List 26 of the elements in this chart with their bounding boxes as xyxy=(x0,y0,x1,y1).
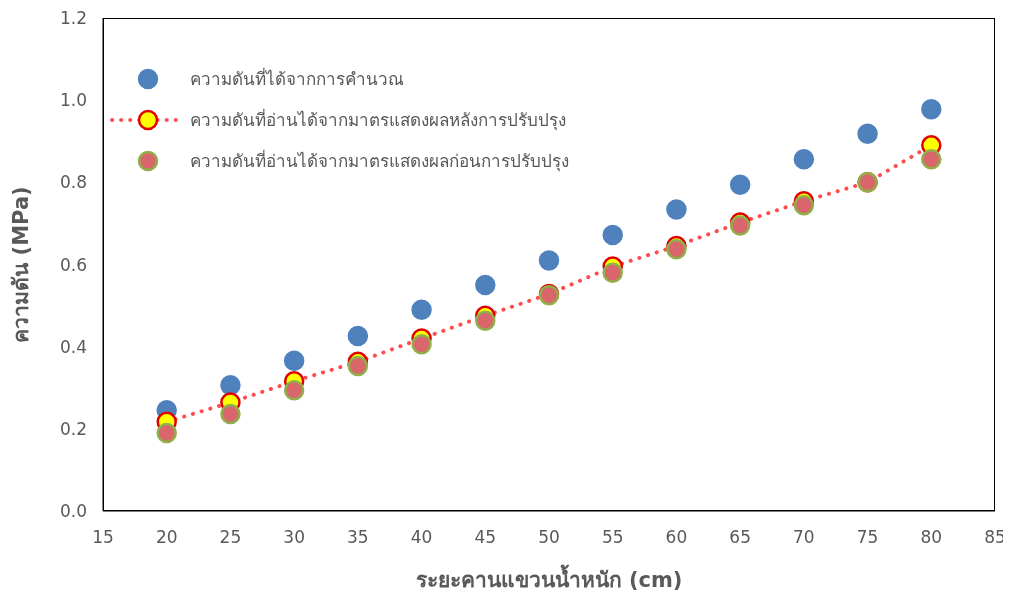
x-tick-label: 30 xyxy=(283,527,305,548)
x-tick-label: 45 xyxy=(474,527,497,548)
y-tick-label: 0.8 xyxy=(59,172,87,193)
x-tick-label: 25 xyxy=(219,527,242,548)
y-axis-title: ความดัน (MPa) xyxy=(9,186,34,343)
legend-label: ความดันที่อ่านได้จากมาตรแสดงผลหลังการปรับปรุง xyxy=(190,107,566,133)
x-tick-label: 70 xyxy=(793,527,815,548)
x-tick-label: 15 xyxy=(92,527,114,548)
x-tick-label: 40 xyxy=(410,527,433,548)
x-tick-label: 80 xyxy=(920,527,943,548)
y-tick-label: 0.0 xyxy=(59,501,87,522)
legend-label: ความดันที่ได้จากการคำนวณ xyxy=(190,66,404,91)
y-tick-label: 1.0 xyxy=(59,90,87,111)
y-tick-label: 0.4 xyxy=(59,336,87,357)
y-tick-label: 1.2 xyxy=(59,8,87,29)
x-tick-label: 60 xyxy=(665,527,688,548)
x-tick-label: 35 xyxy=(347,527,369,548)
y-tick-label: 0.6 xyxy=(59,254,87,275)
x-tick-label: 55 xyxy=(601,527,624,548)
x-tick-label: 65 xyxy=(729,527,751,548)
y-tick-label: 0.2 xyxy=(59,418,87,439)
x-tick-label: 50 xyxy=(538,527,560,548)
x-tick-label: 75 xyxy=(856,527,879,548)
x-axis-title: ระยะคานแขวนน้ำหนัก (cm) xyxy=(415,564,683,592)
legend-label: ความดันที่อ่านได้จากมาตรแสดงผลก่อนการปรับปรุง xyxy=(190,148,569,174)
x-tick-label: 20 xyxy=(155,527,178,548)
